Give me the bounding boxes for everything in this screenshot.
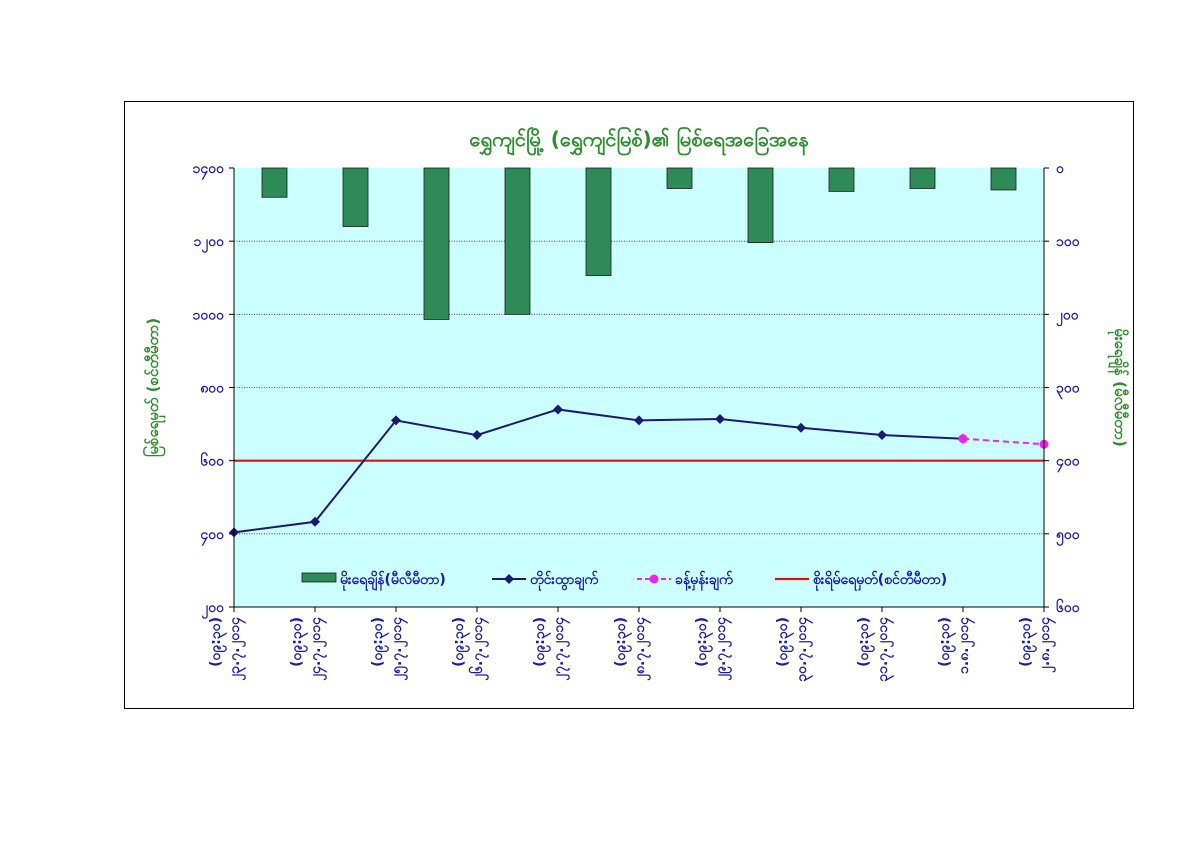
legend-label: ခန့်မှန်းချက် [675,571,734,591]
y-left-tick-label: ၁၂၀၀ [193,234,225,253]
chart-frame: ၂၀၀ ၄၀၀ ၆၀၀ ၈၀၀ ၁၀၀၀ ၁၂၀၀ ၁၄၀၀၀၁၀၀ ၂၀၀ ၃၀၀ ၄၀၀ ၅၀၀… [124,101,1134,709]
x-tick-date: ၃၁.၇.၂၀၁၄ [875,617,894,682]
observed-point [310,516,320,527]
x-tick-label: ၂၄.၇.၂၀၁၄(၀၉:၃၀) [289,617,327,681]
observed-point [391,415,401,426]
observed-line [233,408,964,534]
y-right-tick-label: ၄၀၀ [1056,454,1081,473]
legend-swatch-rainfall [301,572,337,583]
y-right-tick-label: ၆၀၀ [1056,599,1081,616]
legend-marker-observed [504,574,514,584]
observed-point [796,422,806,433]
observed-point [634,415,644,426]
x-tick-date: ၂၃.၇.၂၀၁၄ [227,617,246,681]
observed-point [715,413,725,424]
x-tick-time: (၀၉:၃၀) [694,617,713,667]
x-tick-label: ၂၇.၇.၂၀၁၄(၀၉:၃၀) [532,617,570,681]
y-left-tick-label: ၈၀၀ [200,381,225,397]
rainfall-bar [261,167,288,198]
rainfall-bar [666,167,693,189]
y-right-tick-label: ၁၀၀ [1056,234,1081,250]
x-tick-label: ၃၁.၇.၂၀၁၄(၀၉:၃၀) [856,617,894,682]
x-tick-date: ၃၀.၇.၂၀၁၄ [794,617,813,682]
x-tick-time: (၀၉:၃၀) [289,617,308,667]
observed-point [472,430,482,441]
y-right-tick-label: ၂၀၀ [1056,307,1080,326]
legend-label: စိုးရိမ်ရေမှတ်(စင်တီမီတာ) [813,571,947,591]
observed-point [553,404,563,415]
y-left-tick-label: ၁၀၀၀ [193,307,226,323]
x-tick-time: (၀၉:၃၀) [856,617,875,667]
x-tick-time: (၀၉:၃၀) [370,617,389,667]
observed-point [877,430,887,441]
y-right-tick-label: ၀ [1056,161,1065,177]
x-tick-date: ၂၇.၇.၂၀၁၄ [551,617,570,681]
x-tick-time: (၀၉:၃၀) [937,617,956,667]
chart-title: ရွှေကျင်မြို့ (ရွှေကျင်မြစ်)၏ မြစ်ရေအခြေ… [469,126,808,156]
x-tick-label: ၂၆.၇.၂၀၁၄(၀၉:၃၀) [451,617,489,681]
x-tick-label: ၃၀.၇.၂၀၁၄(၀၉:၃၀) [775,617,813,682]
legend-label: မိုးရေချိန်(မီလီမီတာ) [340,571,446,591]
rainfall-bar [828,167,855,192]
y-left-tick-label: ၄၀၀ [200,527,225,546]
x-tick-label: ၁.၈.၂၀၁၄(၀၉:၃၀) [937,617,975,674]
y-axis-left-label: မြစ်ရေမှတ် (စင်တီမီတာ) [142,318,166,457]
x-tick-label: ၂၈.၇.၂၀၁၄(၀၉:၃၀) [613,617,651,681]
rainfall-bar [990,167,1017,191]
forecast-point [958,434,968,444]
x-tick-label: ၂၃.၇.၂၀၁၄(၀၉:၃၀) [208,617,246,681]
x-tick-date: ၂၉.၇.၂၀၁၄ [713,617,732,681]
y-right-tick-label: ၅၀၀ [1056,527,1081,546]
x-tick-date: ၂.၈.၂၀၁၄ [1037,617,1056,673]
legend-marker-forecast [649,574,659,584]
x-tick-date: ၂၆.၇.၂၀၁၄ [469,617,489,681]
x-tick-time: (၀၉:၃၀) [208,617,227,667]
rainfall-bar [909,167,936,189]
y-left-tick-label: ၆၀၀ [200,453,225,470]
x-tick-time: (၀၉:၃၀) [532,617,551,667]
legend-label: တိုင်းထွာချက် [530,571,599,591]
rainfall-bar [342,167,369,227]
x-tick-time: (၀၉:၃၀) [1018,617,1037,667]
rainfall-bar [747,167,774,244]
x-tick-date: ၁.၈.၂၀၁၄ [956,617,975,674]
rainfall-bar [504,167,531,315]
forecast-line [962,437,1045,446]
x-tick-time: (၀၉:၃၀) [775,617,794,667]
rainfall-bar [423,167,450,320]
x-tick-label: ၂၅.၇.၂၀၁၄(၀၉:၃၀) [370,617,408,681]
x-tick-label: ၂၉.၇.၂၀၁၄(၀၉:၃၀) [694,617,732,681]
y-left-tick-label: ၂၀၀ [201,600,225,619]
y-left-tick-label: ၁၄၀၀ [193,161,226,180]
x-tick-time: (၀၉:၃၀) [451,617,470,667]
y-right-tick-label: ၃၀၀ [1056,381,1081,400]
x-tick-date: ၂၄.၇.၂၀၁၄ [308,617,327,681]
x-tick-label: ၂.၈.၂၀၁၄(၀၉:၃၀) [1018,617,1056,673]
x-tick-date: ၂၈.၇.၂၀၁၄ [632,617,651,681]
legend: မိုးရေချိန်(မီလီမီတာ) တိုင်းထွာချက် ခန့်မှ… [301,571,947,591]
x-tick-time: (၀၉:၃၀) [613,617,632,667]
y-axis-right-label: မိုးရေချိန် (မီလီမီတာ) [1107,328,1130,447]
x-tick-date: ၂၅.၇.၂၀၁၄ [389,617,408,681]
rainfall-bar [585,167,612,276]
